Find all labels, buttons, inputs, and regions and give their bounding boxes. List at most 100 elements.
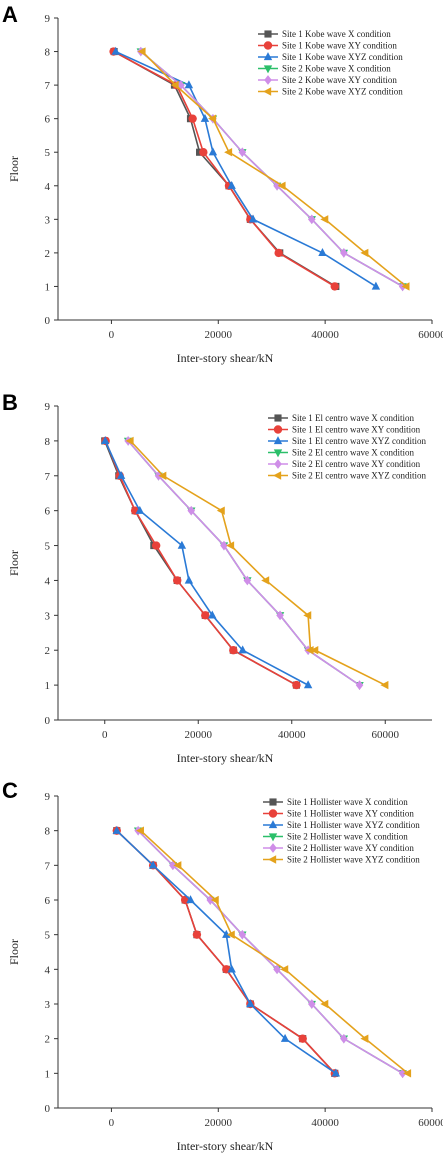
- series-3: [101, 436, 313, 689]
- legend-label: Site 2 El centro wave XY condition: [292, 459, 421, 469]
- data-point: [200, 113, 210, 122]
- legend-marker: [264, 75, 272, 85]
- series-2: [109, 47, 339, 291]
- data-point: [292, 680, 301, 690]
- data-point: [320, 215, 329, 224]
- x-tick-label: 0: [109, 329, 115, 341]
- chart-svg-b: B 0 1 2 3 4 5 6 7 8 9 0 20000 40000 60000 Inter-story s…: [2, 390, 432, 765]
- data-point: [303, 611, 312, 620]
- y-tick-label: 8: [45, 826, 51, 838]
- series-6: [125, 436, 389, 690]
- data-point: [226, 930, 235, 939]
- data-point: [188, 114, 197, 123]
- data-point: [276, 610, 284, 621]
- legend-label: Site 2 Hollister wave XYZ condition: [287, 855, 420, 865]
- x-tick-label: 0: [109, 1117, 115, 1129]
- x-axis-label: Inter-story shear/kN: [177, 1139, 274, 1153]
- legend: Site 1 Kobe wave X condition Site 1 Kobe …: [258, 29, 403, 97]
- data-point: [101, 436, 110, 445]
- legend-marker: [273, 471, 282, 480]
- data-point: [184, 80, 194, 89]
- data-point: [224, 148, 233, 157]
- data-point: [298, 1034, 307, 1043]
- y-tick-label: 5: [45, 930, 51, 942]
- y-axis-label: Floor: [7, 939, 21, 965]
- legend-marker: [268, 809, 278, 818]
- legend-marker: [274, 459, 282, 469]
- series-2: [101, 436, 301, 690]
- series-6: [137, 47, 410, 291]
- series-line: [140, 830, 409, 1074]
- data-point: [380, 680, 389, 690]
- data-point: [170, 80, 179, 90]
- data-point: [238, 929, 247, 940]
- legend-marker: [274, 414, 282, 422]
- legend-label: Site 1 Hollister wave XYZ condition: [287, 820, 420, 830]
- data-point: [208, 114, 217, 123]
- data-point: [220, 540, 228, 551]
- y-tick-label: 7: [45, 471, 51, 483]
- data-point: [340, 248, 348, 258]
- data-point: [135, 505, 145, 514]
- series-line: [127, 440, 360, 686]
- data-point: [246, 999, 255, 1008]
- y-tick-label: 3: [45, 610, 51, 622]
- chart-panel-a: A 0 1 2 3 4 5 6 7 8 9 0 20000 40000 60000 Inter-story s…: [0, 0, 443, 385]
- x-tick-label: 60000: [372, 729, 400, 741]
- y-tick-label: 7: [45, 860, 51, 872]
- legend-label: Site 1 Kobe wave XY condition: [282, 41, 397, 51]
- legend-marker: [268, 855, 277, 864]
- legend-label: Site 1 Hollister wave XY condition: [287, 809, 414, 819]
- x-tick-label: 60000: [418, 1117, 443, 1129]
- data-point: [331, 1068, 341, 1077]
- data-point: [184, 575, 194, 584]
- series-line: [140, 50, 404, 288]
- chart-svg-c: C 0 1 2 3 4 5 6 7 8 9 0 20000 40000 60000 Inter-story s…: [2, 778, 443, 1153]
- data-point: [308, 999, 316, 1009]
- data-point: [177, 540, 187, 549]
- legend: Site 1 El centro wave X condition Site 1 …: [268, 413, 426, 481]
- data-point: [401, 282, 410, 291]
- y-tick-label: 9: [45, 401, 51, 413]
- data-point: [137, 47, 146, 56]
- data-point: [135, 826, 144, 835]
- legend-marker: [268, 833, 278, 842]
- data-point: [206, 895, 215, 905]
- series-line: [115, 50, 377, 288]
- data-point: [125, 436, 134, 446]
- data-point: [318, 248, 327, 257]
- legend-label: Site 2 Kobe wave X condition: [282, 64, 391, 74]
- legend-marker: [273, 425, 283, 434]
- series-3: [112, 825, 341, 1077]
- x-tick-label: 0: [102, 729, 108, 741]
- data-point: [248, 214, 258, 223]
- y-tick-label: 6: [45, 895, 51, 907]
- series-line: [104, 440, 309, 686]
- data-point: [226, 541, 235, 550]
- legend-label: Site 1 Kobe wave XYZ condition: [282, 52, 403, 62]
- legend-label: Site 1 Kobe wave X condition: [282, 29, 391, 39]
- panel-label: C: [2, 778, 18, 803]
- legend-label: Site 2 Kobe wave XYZ condition: [282, 87, 403, 97]
- x-tick-label: 40000: [278, 729, 306, 741]
- legend-marker: [263, 41, 273, 50]
- chart-panel-b: B 0 1 2 3 4 5 6 7 8 9 0 20000 40000 60000 Inter-story s…: [0, 388, 443, 773]
- data-point: [208, 147, 218, 156]
- x-tick-label: 20000: [205, 329, 233, 341]
- legend-marker: [263, 52, 273, 61]
- y-tick-label: 4: [45, 181, 51, 193]
- legend-label: Site 1 El centro wave X condition: [292, 413, 414, 423]
- legend-label: Site 2 El centro wave XYZ condition: [292, 471, 426, 481]
- data-point: [173, 861, 182, 870]
- legend-label: Site 1 El centro wave XYZ condition: [292, 436, 426, 446]
- data-point: [371, 281, 381, 290]
- y-tick-label: 0: [45, 715, 51, 727]
- x-tick-label: 20000: [205, 1117, 233, 1129]
- x-axis-label: Inter-story shear/kN: [177, 351, 274, 365]
- y-tick-label: 6: [45, 506, 51, 518]
- series-line: [104, 440, 297, 686]
- series-line: [116, 830, 337, 1074]
- data-point: [273, 964, 281, 975]
- data-point: [227, 180, 236, 189]
- legend-marker: [263, 65, 273, 74]
